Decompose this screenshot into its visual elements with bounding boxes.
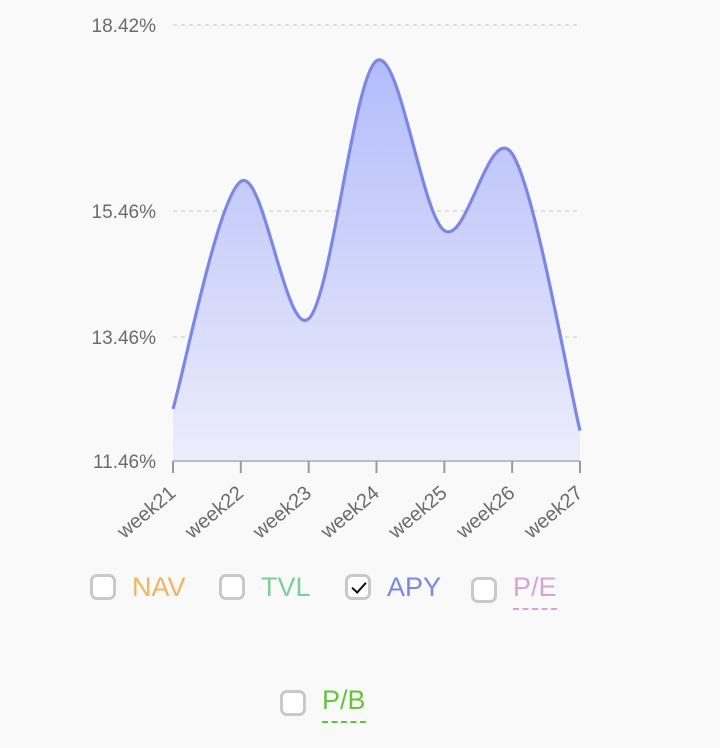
nav-checkbox[interactable] bbox=[90, 574, 116, 600]
legend-item-pb[interactable]: P/B bbox=[280, 685, 366, 723]
apy-checkbox[interactable] bbox=[345, 574, 371, 600]
legend-item-nav[interactable]: NAV bbox=[90, 572, 186, 602]
legend-item-pe[interactable]: P/E bbox=[471, 572, 557, 610]
apy-chart: 11.46%13.46%15.46%18.42% week21 week22 wee… bbox=[92, 16, 588, 544]
x-tick-label: week27 bbox=[519, 482, 587, 544]
x-tick-label: week22 bbox=[180, 482, 248, 544]
legend-label-nav: NAV bbox=[132, 572, 186, 602]
apy-line bbox=[171, 58, 582, 432]
y-axis-labels: 11.46% 13.46% 15.46% 18.42% bbox=[92, 16, 157, 473]
legend: NAV TVL APY P/E P/B bbox=[0, 560, 720, 748]
y-tick-label: 18.42% bbox=[92, 16, 157, 37]
pb-checkbox[interactable] bbox=[280, 690, 306, 716]
x-axis-ticks bbox=[172, 461, 581, 473]
pe-checkbox[interactable] bbox=[471, 577, 497, 603]
y-tick-label: 15.46% bbox=[92, 202, 157, 223]
x-tick-label: week23 bbox=[248, 482, 316, 544]
y-tick-label: 13.46% bbox=[92, 328, 157, 349]
tvl-checkbox[interactable] bbox=[219, 574, 245, 600]
x-tick-label: week21 bbox=[112, 482, 180, 544]
x-axis-labels: week21 week22 week23 week24 week25 week26 week… bbox=[112, 482, 587, 544]
legend-item-apy[interactable]: APY bbox=[345, 572, 441, 602]
apy-area bbox=[173, 59, 580, 462]
legend-label-pe: P/E bbox=[513, 572, 557, 610]
legend-item-tvl[interactable]: TVL bbox=[219, 572, 311, 602]
x-tick-label: week26 bbox=[452, 482, 520, 544]
legend-label-pb: P/B bbox=[322, 685, 366, 723]
x-tick-label: week24 bbox=[316, 482, 384, 544]
x-tick-label: week25 bbox=[384, 482, 452, 544]
legend-label-apy: APY bbox=[387, 572, 442, 602]
legend-label-tvl: TVL bbox=[261, 572, 311, 602]
y-tick-label: 11.46% bbox=[93, 452, 156, 473]
